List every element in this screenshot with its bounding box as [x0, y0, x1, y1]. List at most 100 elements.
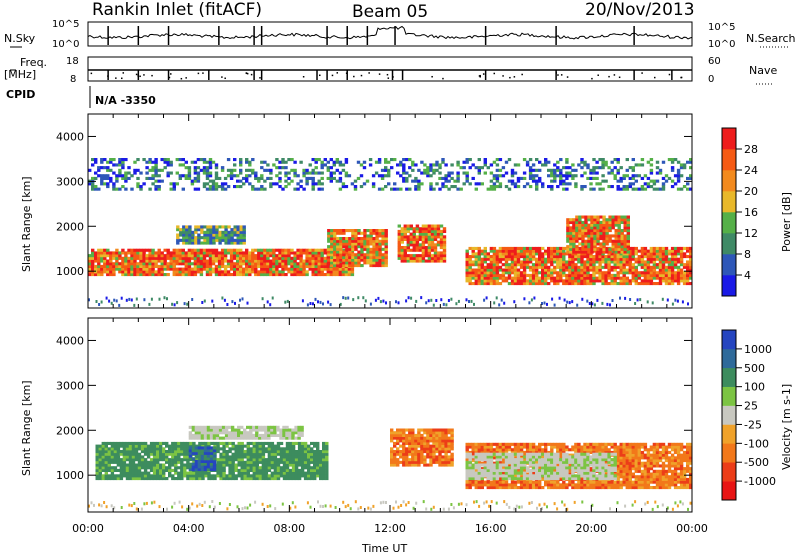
- power-echo-cell-315: [193, 267, 198, 271]
- power-echo-cell-2739: [181, 158, 185, 162]
- power-echo-cell-11: [91, 264, 95, 268]
- power-echo-cell-913: [230, 241, 234, 245]
- power-echo-cell-1468: [483, 271, 487, 275]
- power-echo-cell-3510: [306, 303, 309, 307]
- power-echo-cell-1371: [439, 246, 444, 250]
- velocity-echo-cell-106: [119, 466, 124, 470]
- power-echoes: [88, 158, 693, 307]
- power-echo-cell-1139: [372, 239, 376, 243]
- power-echo-cell-833: [188, 225, 192, 229]
- velocity-echo-cell-984: [191, 462, 196, 466]
- power-echo-cell-818: [182, 228, 186, 232]
- power-echo-cell-2568: [623, 229, 627, 233]
- velocity-echo-cell-257: [156, 474, 160, 478]
- power-echo-cell-2604: [97, 174, 101, 178]
- power-echo-cell-2631: [112, 187, 116, 191]
- power-echo-cell-2412: [587, 245, 591, 249]
- velocity-echo-cell-271: [159, 474, 163, 478]
- power-echo-cell-1420: [471, 263, 475, 267]
- velocity-echo-cell-1057: [194, 428, 199, 432]
- power-echo-cell-3393: [640, 187, 645, 191]
- velocity-echo-cell-292: [162, 450, 166, 454]
- power-echo-cell-1425: [471, 246, 475, 250]
- power-echo-cell-1409: [468, 265, 472, 269]
- velocity-echo-cell-1164: [267, 436, 271, 440]
- velocity-echo-cell-1118: [234, 431, 238, 435]
- power-echo-cell-745: [335, 273, 339, 277]
- power-echo-cell-1831: [571, 265, 575, 269]
- power-echo-cell-1361: [436, 240, 441, 244]
- power-echo-cell-534: [266, 267, 270, 271]
- velocity-echo-cell-100: [116, 444, 121, 448]
- power-echo-cell-190: [151, 273, 155, 277]
- power-echo-cell-1203: [397, 237, 401, 241]
- power-echo-cell-2436: [590, 215, 594, 219]
- power-echo-cell-1898: [586, 265, 590, 269]
- velocity-echo-cell-242: [152, 477, 157, 481]
- power-echo-cell-2266: [676, 276, 681, 280]
- power-echo-cell-2578: [626, 237, 630, 241]
- power-echo-cell-214: [157, 254, 161, 258]
- velocity-echo-cell-85: [113, 452, 118, 456]
- velocity-echo-cell-1148: [255, 431, 259, 435]
- power-echo-cell-3401: [646, 185, 651, 189]
- power-echo-cell-677: [311, 248, 315, 252]
- power-echo-cell-2552: [620, 242, 624, 246]
- power-echo-cell-2230: [667, 271, 672, 275]
- power-echo-cell-3178: [495, 179, 500, 183]
- power-echo-cell-1604: [516, 273, 521, 277]
- power-echo-cell-2110: [637, 249, 641, 253]
- velocity-echo-cell-1047: [188, 433, 193, 437]
- power-echo-cell-2846: [248, 182, 252, 186]
- power-echo-cell-1041: [348, 239, 352, 243]
- power-echo-cell-2852: [251, 185, 255, 189]
- power-echo-cell-1029: [345, 239, 349, 243]
- power-echo-cell-325: [196, 264, 201, 268]
- power-echo-cell-3107: [441, 182, 445, 186]
- power-echo-cell-2211: [661, 249, 666, 253]
- velocity-echo-cell-530: [222, 471, 226, 475]
- power-echo-cell-328: [196, 256, 201, 260]
- power-echo-cell-2132: [643, 255, 648, 259]
- velocity-echo-cell-156: [131, 471, 136, 475]
- power-echo-cell-288: [184, 267, 188, 271]
- power-echo-cell-1206: [397, 229, 401, 233]
- power-echo-cell-2569: [623, 226, 627, 230]
- power-echo-cell-2159: [649, 252, 654, 256]
- velocity-echo-cell-0: [95, 477, 99, 481]
- velocity-echo-cell-18: [98, 463, 102, 467]
- power-echo-cell-2223: [664, 252, 669, 256]
- power-echo-cell-3428: [664, 174, 669, 178]
- power-echo-cell-1610: [516, 255, 521, 259]
- velocity-echo-cell-878: [303, 455, 308, 459]
- power-echo-cell-2224: [664, 249, 669, 253]
- power-echo-cell-2947: [317, 182, 321, 186]
- velocity-echo-cell-969: [325, 452, 329, 456]
- power-echo-cell-2824: [233, 174, 237, 178]
- power-echo-cell-3426: [661, 160, 666, 164]
- velocity-echo-cell-34: [101, 452, 105, 456]
- power-echo-cell-1634: [522, 260, 527, 264]
- power-echo-cell-991: [336, 247, 340, 251]
- power-echo-cell-2491: [605, 242, 609, 246]
- power-echo-cell-518: [260, 256, 264, 260]
- velocity-echo-cell-910: [313, 474, 317, 478]
- power-echo-cell-3030: [387, 171, 391, 175]
- power-echo-cell-1451: [477, 246, 481, 250]
- velocity-echo-cell-210: [143, 466, 148, 470]
- power-echo-cell-310: [190, 254, 195, 258]
- velocity-echo-cell-299: [165, 458, 169, 462]
- power-echo-cell-3100: [435, 160, 439, 164]
- power-echo-cell-2292: [682, 271, 687, 275]
- power-echo-cell-2146: [646, 255, 651, 259]
- power-echo-cell-1066: [354, 237, 358, 241]
- power-echo-cell-2434: [590, 220, 594, 224]
- nave-dot-57: [107, 75, 109, 77]
- power-echo-cell-1950: [598, 260, 602, 264]
- velocity-echo-cell-690: [258, 444, 262, 448]
- power-colorbar-cell-3: [722, 212, 736, 234]
- power-echo-cell-2344: [569, 226, 573, 230]
- power-echo-cell-2126: [643, 273, 648, 277]
- power-echo-cell-1125: [369, 239, 373, 243]
- power-echo-cell-1131: [372, 261, 376, 265]
